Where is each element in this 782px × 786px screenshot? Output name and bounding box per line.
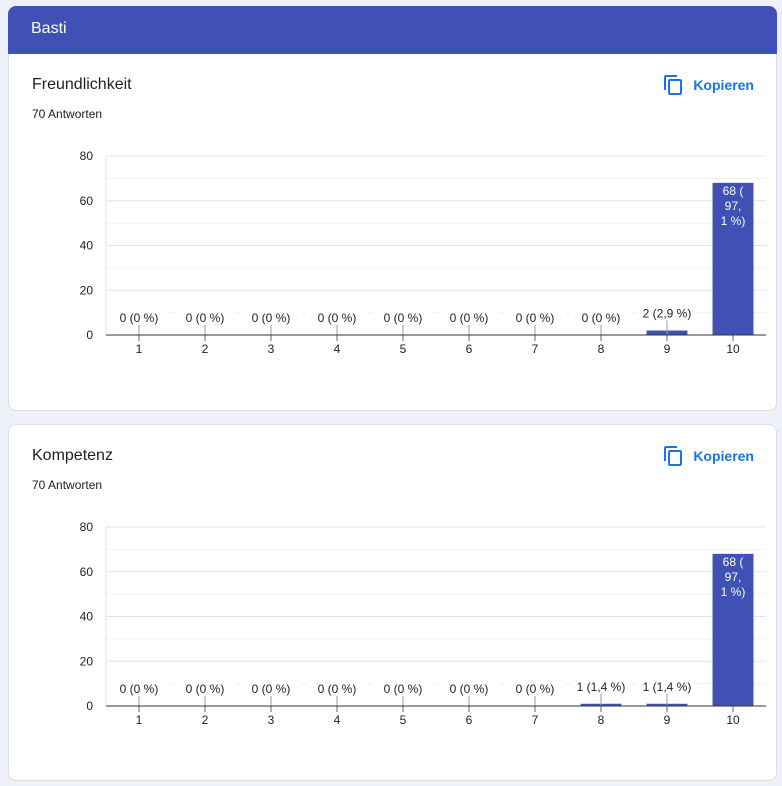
x-tick-label: 10 [726, 342, 740, 356]
data-label-bg [571, 677, 631, 694]
x-tick-label: 6 [466, 342, 473, 356]
y-tick-label: 60 [80, 565, 94, 579]
data-label: 68 (97, 1 %) [721, 184, 746, 228]
data-label: 1 (1,4 %) [577, 680, 626, 694]
data-label: 0 (0 %) [252, 311, 291, 325]
y-tick-label: 60 [80, 194, 94, 208]
x-tick-label: 2 [202, 713, 209, 727]
data-label: 0 (0 %) [186, 682, 225, 696]
data-label-bg [307, 680, 367, 696]
data-label: 68 (97, 1 %) [721, 555, 746, 599]
x-tick-label: 5 [400, 713, 407, 727]
data-label: 1 (1,4 %) [643, 680, 692, 694]
x-tick-label: 2 [202, 342, 209, 356]
x-tick-label: 4 [334, 713, 341, 727]
copy-label: Kopieren [693, 77, 754, 93]
y-tick-label: 80 [80, 520, 94, 534]
bar [712, 553, 754, 706]
y-tick-label: 40 [80, 239, 94, 253]
x-tick-label: 7 [532, 342, 539, 356]
y-tick-label: 20 [80, 654, 94, 668]
data-label-bg [637, 677, 697, 694]
section-title: Basti [31, 20, 67, 37]
y-tick-label: 0 [86, 699, 93, 713]
data-label-bg [439, 680, 499, 696]
data-label: 0 (0 %) [516, 682, 555, 696]
y-tick-label: 0 [86, 328, 93, 342]
section-header: Basti [8, 6, 777, 54]
data-label: 2 (2,9 %) [643, 307, 692, 321]
data-label-bg [175, 309, 235, 325]
data-label: 0 (0 %) [384, 311, 423, 325]
bar-chart: 0 20 40 60 80 1 0 (0 %) 2 0 (0 %) 3 0 (0 %) 4 0 (0 %… [80, 520, 766, 727]
data-label: 0 (0 %) [450, 311, 489, 325]
data-label: 0 (0 %) [252, 682, 291, 696]
x-tick-label: 10 [726, 713, 740, 727]
data-label-bg [637, 304, 697, 321]
question-card: Freundlichkeit 70 Antworten Kopieren 0 20… [8, 54, 777, 411]
copy-chart-button[interactable]: Kopieren [663, 444, 754, 468]
question-card: Kompetenz 70 Antworten Kopieren 0 20 40 60 8… [8, 424, 777, 781]
data-label: 0 (0 %) [582, 311, 621, 325]
data-label: 0 (0 %) [450, 682, 489, 696]
data-label: 0 (0 %) [318, 682, 357, 696]
data-label: 0 (0 %) [384, 682, 423, 696]
x-tick-label: 3 [268, 713, 275, 727]
y-tick-label: 80 [80, 149, 94, 163]
x-tick-label: 4 [334, 342, 341, 356]
copy-icon [664, 75, 683, 95]
data-label-bg [373, 680, 433, 696]
data-label-bg [307, 309, 367, 325]
x-tick-label: 8 [598, 713, 605, 727]
data-label-bg [505, 680, 565, 696]
data-label: 0 (0 %) [120, 682, 159, 696]
y-tick-label: 20 [80, 283, 94, 297]
data-label-bg [175, 680, 235, 696]
response-count: 70 Antworten [32, 107, 103, 121]
data-label-bg [571, 309, 631, 325]
data-label-bg [439, 309, 499, 325]
copy-chart-button[interactable]: Kopieren [663, 73, 754, 97]
data-label-bg [109, 309, 169, 325]
data-label-bg [241, 309, 301, 325]
response-count: 70 Antworten [32, 478, 103, 492]
x-tick-label: 8 [598, 342, 605, 356]
x-tick-label: 9 [664, 713, 671, 727]
x-tick-label: 7 [532, 713, 539, 727]
x-tick-label: 5 [400, 342, 407, 356]
data-label: 0 (0 %) [516, 311, 555, 325]
x-tick-label: 3 [268, 342, 275, 356]
data-label: 0 (0 %) [186, 311, 225, 325]
data-label-bg [109, 680, 169, 696]
data-label-bg [241, 680, 301, 696]
data-label: 0 (0 %) [120, 311, 159, 325]
bar-chart: 0 20 40 60 80 1 0 (0 %) 2 0 (0 %) 3 0 (0 %) 4 0 (0 %… [80, 149, 766, 356]
copy-label: Kopieren [693, 448, 754, 464]
x-tick-label: 9 [664, 342, 671, 356]
y-tick-label: 40 [80, 610, 94, 624]
data-label-bg [505, 309, 565, 325]
x-tick-label: 6 [466, 713, 473, 727]
data-label-bg [373, 309, 433, 325]
data-label: 0 (0 %) [318, 311, 357, 325]
x-tick-label: 1 [136, 342, 143, 356]
question-title: Kompetenz [32, 447, 113, 464]
bar [712, 182, 754, 335]
copy-icon [664, 446, 683, 466]
x-tick-label: 1 [136, 713, 143, 727]
question-title: Freundlichkeit [32, 76, 132, 93]
